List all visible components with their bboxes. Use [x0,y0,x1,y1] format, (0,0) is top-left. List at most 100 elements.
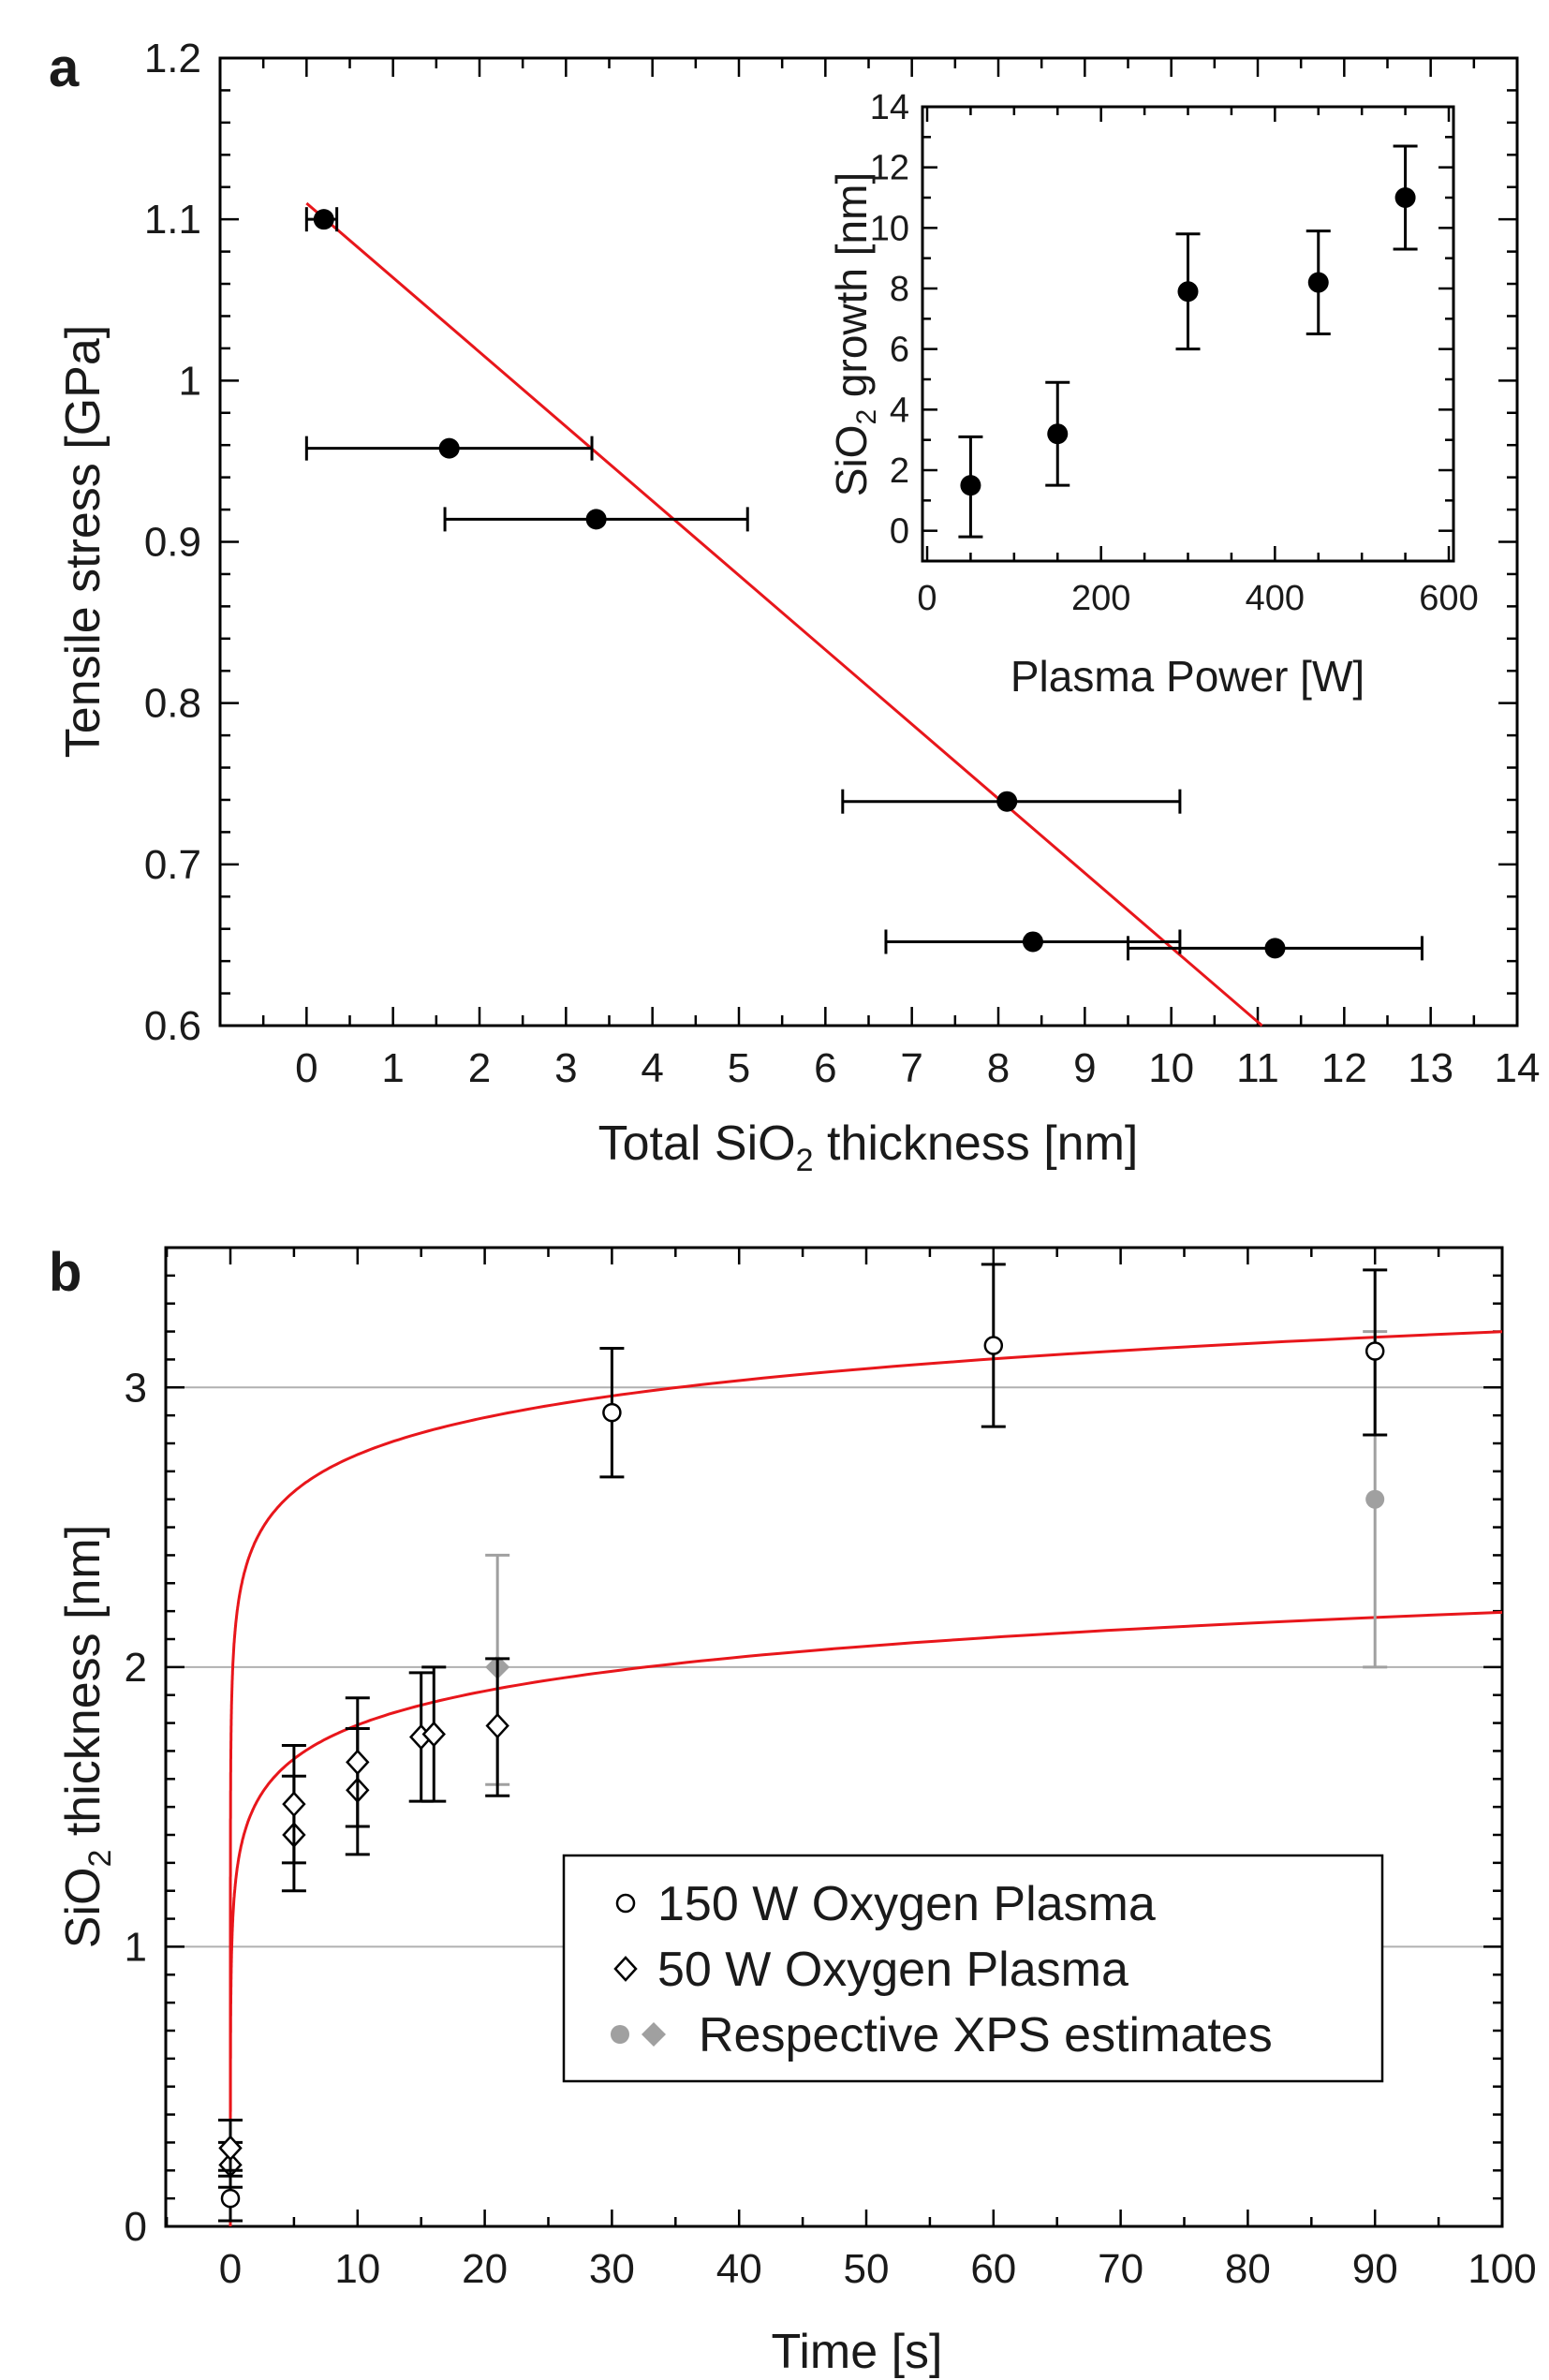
y-tick-label: 1 [125,1924,147,1970]
chart-a-y-axis-label: Tensile stress [GPa] [56,325,111,758]
x-tick-label: 2 [468,1045,491,1091]
chart-b-x-tick-labels: 0 10 20 30 40 50 60 70 80 90 100 [219,2246,1537,2292]
y-tick-label: 2 [125,1645,147,1691]
diamond-point [218,2135,243,2162]
x-tick-label: 40 [716,2246,762,2292]
inset-y-tick-label: 4 [890,391,909,430]
legend-gray-circle-marker [611,2025,629,2044]
chart-b-legend: 150 W Oxygen Plasma 50 W Oxygen Plasma R… [562,1854,1384,2083]
x-tick-label: 10 [1148,1045,1194,1091]
y-tick-label: 0.6 [144,1003,201,1049]
data-point [585,509,607,530]
y-tick-label: 0 [125,2204,147,2250]
panel-b-label: b [49,1242,81,1303]
inset-y-tick-label: 8 [890,270,909,309]
inset-y-tick-label: 14 [870,88,909,127]
inset-y-tick-label: 2 [890,451,909,491]
y-tick-label: 0.9 [144,520,201,566]
x-tick-label: 1 [381,1045,404,1091]
x-tick-label: 30 [589,2246,635,2292]
chart-b: 0 10 20 30 40 50 60 70 80 90 100 0 1 2 3 Time [s] SiO… [56,1246,1537,2379]
fit-curve [229,1330,1503,2226]
chart-b-frame [164,1246,1504,2228]
inset-y-tick-label: 0 [890,512,909,552]
chart-b-ticks [165,1246,1504,2228]
x-tick-label: 0 [219,2246,242,2292]
chart-a-x-tick-labels: 0 1 2 3 4 5 6 7 8 9 10 11 12 13 14 [295,1045,1540,1091]
inset-x-tick-label: 600 [1419,579,1478,618]
chart-b-points [218,1263,1388,2223]
chart-a-ticks [218,56,1519,1027]
inset-y-tick-label: 10 [870,209,909,248]
x-tick-label: 5 [728,1045,750,1091]
chart-b-y-tick-labels: 0 1 2 3 [125,1365,147,2250]
diamond-point [282,1791,306,1818]
x-tick-label: 10 [334,2246,380,2292]
inset-y-tick-label: 12 [870,149,909,188]
legend-label-150w: 150 W Oxygen Plasma [657,1877,1156,1931]
legend-circle-marker [615,1893,636,1914]
circle-point [602,1402,622,1423]
data-point [438,437,460,459]
y-tick-label: 1 [179,358,201,404]
x-tick-label: 9 [1073,1045,1096,1091]
circle-point [983,1336,1004,1355]
inset-x-tick-label: 0 [917,579,937,618]
inset-data-point [1177,281,1199,303]
diamond-point [421,1721,446,1748]
x-tick-label: 4 [641,1045,663,1091]
legend-label-xps: Respective XPS estimates [699,2008,1273,2062]
chart-a: 0 1 2 3 4 5 6 7 8 9 10 11 12 13 14 0.60.70.80.911.11.2… [56,36,1540,1178]
x-tick-label: 100 [1468,2246,1536,2292]
y-tick-label: 1.2 [144,36,201,81]
inset-data-point [960,475,981,496]
chart-a-y-tick-labels: 0.6 0.7 0.8 0.9 1 1.1 1.2 [144,36,201,1049]
legend-box [562,1854,1384,2083]
y-tick-label: 3 [125,1365,147,1411]
data-point [996,791,1018,812]
circle-point [220,2188,241,2209]
legend-diamond-marker [613,1956,638,1982]
x-tick-label: 8 [987,1045,1010,1091]
x-tick-label: 12 [1321,1045,1367,1091]
inset-x-tick-label: 200 [1071,579,1130,618]
diamond-point [485,1712,509,1739]
inset-x-axis-label: Plasma Power [W] [1011,652,1365,701]
x-tick-label: 20 [462,2246,508,2292]
x-tick-label: 50 [844,2246,890,2292]
chart-b-x-axis-label: Time [s] [772,2325,943,2379]
inset-x-tick-label: 400 [1246,579,1305,618]
x-tick-label: 13 [1408,1045,1453,1091]
legend-gray-diamond-marker [642,2022,666,2047]
chart-a-x-axis-label: Total SiO2 thickness [nm] [598,1116,1139,1178]
data-point [1022,931,1043,953]
inset-data-point [1307,272,1329,293]
inset-points [958,144,1418,539]
data-point [313,209,334,230]
panel-a-label: a [49,37,80,98]
x-tick-label: 7 [900,1045,922,1091]
chart-a-fit-line [305,201,1263,1027]
inset-y-tick-label: 6 [890,331,909,370]
inset-y-axis-label: SiO2 growth [nm] [827,172,882,496]
x-tick-label: 90 [1352,2246,1398,2292]
data-point [1264,938,1286,959]
inset-ticks [922,105,1453,563]
x-tick-label: 60 [970,2246,1016,2292]
circle-point [1365,1341,1385,1361]
y-tick-label: 0.8 [144,681,201,727]
x-tick-label: 70 [1098,2246,1143,2292]
x-tick-label: 0 [295,1045,317,1091]
y-tick-label: 0.7 [144,842,201,888]
legend-label-50w: 50 W Oxygen Plasma [657,1943,1129,1997]
inset-data-point [1394,187,1416,208]
x-tick-label: 11 [1236,1045,1279,1091]
x-tick-label: 6 [814,1045,836,1091]
fit-line [305,201,1263,1027]
chart-b-y-axis-label: SiO2 thickness [nm] [56,1525,118,1948]
inset-data-point [1047,423,1069,445]
y-tick-label: 1.1 [144,197,201,243]
x-tick-label: 14 [1495,1045,1541,1091]
